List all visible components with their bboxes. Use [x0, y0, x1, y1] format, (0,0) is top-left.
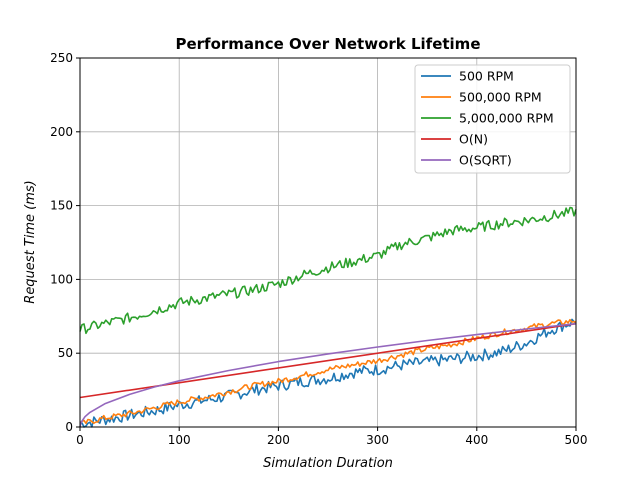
- series-line-5: [79, 322, 577, 428]
- axis-ticks: 0 100 200 300 400 500 0 50 100 150 200 250: [50, 51, 587, 447]
- y-tick-label: 50: [58, 346, 73, 360]
- legend-label: O(SQRT): [459, 153, 512, 168]
- y-tick-label: 150: [50, 199, 73, 213]
- chart-title: Performance Over Network Lifetime: [175, 35, 480, 53]
- legend-box: [414, 64, 571, 174]
- y-tick-label: 250: [50, 51, 73, 65]
- y-tick-label: 200: [50, 125, 73, 139]
- x-axis-label: Simulation Duration: [263, 456, 393, 471]
- y-axis-label: Request Time (ms): [23, 180, 38, 303]
- y-tick-label: 0: [65, 420, 73, 434]
- legend-label: 500 RPM: [459, 69, 514, 84]
- y-tick-label: 100: [50, 272, 73, 286]
- x-tick-label: 0: [76, 433, 84, 447]
- x-tick-label: 500: [565, 433, 588, 447]
- series-line-3: [79, 206, 577, 335]
- x-tick-label: 300: [366, 433, 389, 447]
- series-lines: [79, 206, 577, 428]
- series-line-1: [79, 318, 577, 428]
- legend-label: 5,000,000 RPM: [459, 111, 554, 126]
- x-tick-label: 100: [168, 433, 191, 447]
- legend: 500 RPM 500,000 RPM 5,000,000 RPM O(N) O(SQR…: [414, 64, 571, 174]
- x-tick-label: 200: [267, 433, 290, 447]
- legend-label: 500,000 RPM: [459, 90, 542, 105]
- legend-label: O(N): [459, 132, 488, 147]
- plot-frame: [79, 57, 577, 428]
- x-tick-label: 400: [465, 433, 488, 447]
